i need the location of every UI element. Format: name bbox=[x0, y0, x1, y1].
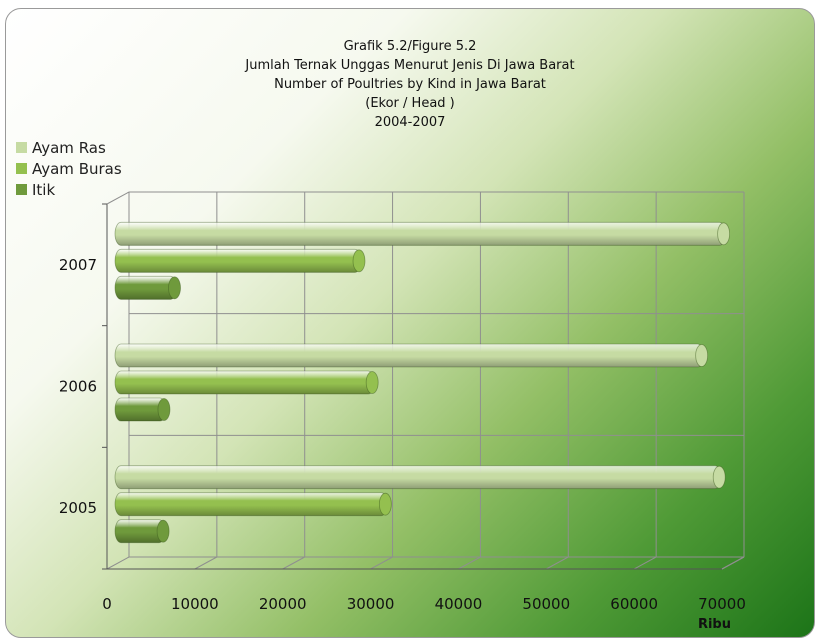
floor-right-edge bbox=[721, 556, 745, 570]
x-tick-label: 10000 bbox=[171, 595, 219, 613]
x-tick-label: 50000 bbox=[522, 595, 570, 613]
bar-end-cap bbox=[695, 344, 709, 367]
chart-plot: 2005 2006 2007 0 10000 20000 30000 40000 50000 60… bbox=[59, 191, 746, 632]
bar-shade bbox=[115, 222, 726, 246]
floor-gridline bbox=[194, 556, 218, 570]
legend-label-itik: Itik bbox=[32, 180, 56, 199]
title-line-5: 2004-2007 bbox=[374, 115, 446, 130]
x-tick-label: 0 bbox=[102, 595, 112, 613]
bar-shade bbox=[115, 344, 704, 367]
x-tick-label: 40000 bbox=[435, 595, 483, 613]
legend-swatch-ayam-ras bbox=[16, 142, 27, 153]
x-tick-label: 60000 bbox=[610, 595, 658, 613]
title-line-3: Number of Poultries by Kind in Jawa Bara… bbox=[274, 77, 546, 92]
bar-shade bbox=[115, 465, 722, 489]
x-tick-label: 20000 bbox=[259, 595, 307, 613]
title-line-4: (Ekor / Head ) bbox=[365, 96, 455, 111]
floor-gridline bbox=[106, 556, 130, 570]
legend: Ayam Ras Ayam Buras Itik bbox=[16, 137, 122, 200]
legend-item-ayam-ras: Ayam Ras bbox=[16, 137, 122, 158]
bar-shade bbox=[115, 519, 166, 543]
y-tick-label-2007: 2007 bbox=[59, 256, 97, 274]
legend-label-ayam-buras: Ayam Buras bbox=[32, 159, 122, 178]
bar-end-cap bbox=[365, 371, 379, 394]
legend-swatch-itik bbox=[16, 184, 27, 195]
legend-swatch-ayam-buras bbox=[16, 163, 27, 174]
bar-shade bbox=[115, 492, 388, 516]
bar-end-cap bbox=[378, 492, 392, 516]
y-tick-label-2006: 2006 bbox=[59, 378, 97, 396]
bar-shade bbox=[115, 398, 166, 421]
bar-shade bbox=[115, 371, 375, 394]
title-line-1: Grafik 5.2/Figure 5.2 bbox=[343, 39, 477, 54]
floor-gridline bbox=[633, 556, 657, 570]
floor-gridline bbox=[370, 556, 393, 570]
legend-label-ayam-ras: Ayam Ras bbox=[32, 138, 106, 157]
bar-shade bbox=[115, 249, 361, 273]
floor-gridline bbox=[282, 556, 305, 570]
x-tick-label: 70000 bbox=[698, 595, 746, 613]
chart-title: Grafik 5.2/Figure 5.2 Jumlah Ternak Ungg… bbox=[6, 37, 814, 132]
x-tick-label: 30000 bbox=[347, 595, 395, 613]
x-unit-label: Ribu bbox=[698, 617, 731, 632]
bar-end-cap bbox=[712, 465, 726, 489]
bar-end-cap bbox=[157, 398, 171, 421]
legend-item-ayam-buras: Ayam Buras bbox=[16, 158, 122, 179]
side-wall-top bbox=[106, 191, 130, 205]
floor-gridline bbox=[458, 556, 481, 570]
bar-end-cap bbox=[352, 249, 366, 273]
legend-item-itik: Itik bbox=[16, 179, 122, 200]
floor-gridline bbox=[546, 556, 569, 570]
y-tick-label-2005: 2005 bbox=[59, 499, 97, 517]
bar-end-cap bbox=[156, 519, 170, 543]
chart-frame: Grafik 5.2/Figure 5.2 Jumlah Ternak Ungg… bbox=[5, 8, 815, 638]
bar-end-cap bbox=[717, 222, 731, 246]
bar-shade bbox=[115, 276, 177, 300]
title-line-2: Jumlah Ternak Unggas Menurut Jenis Di Ja… bbox=[245, 58, 575, 73]
bar-end-cap bbox=[168, 276, 181, 300]
